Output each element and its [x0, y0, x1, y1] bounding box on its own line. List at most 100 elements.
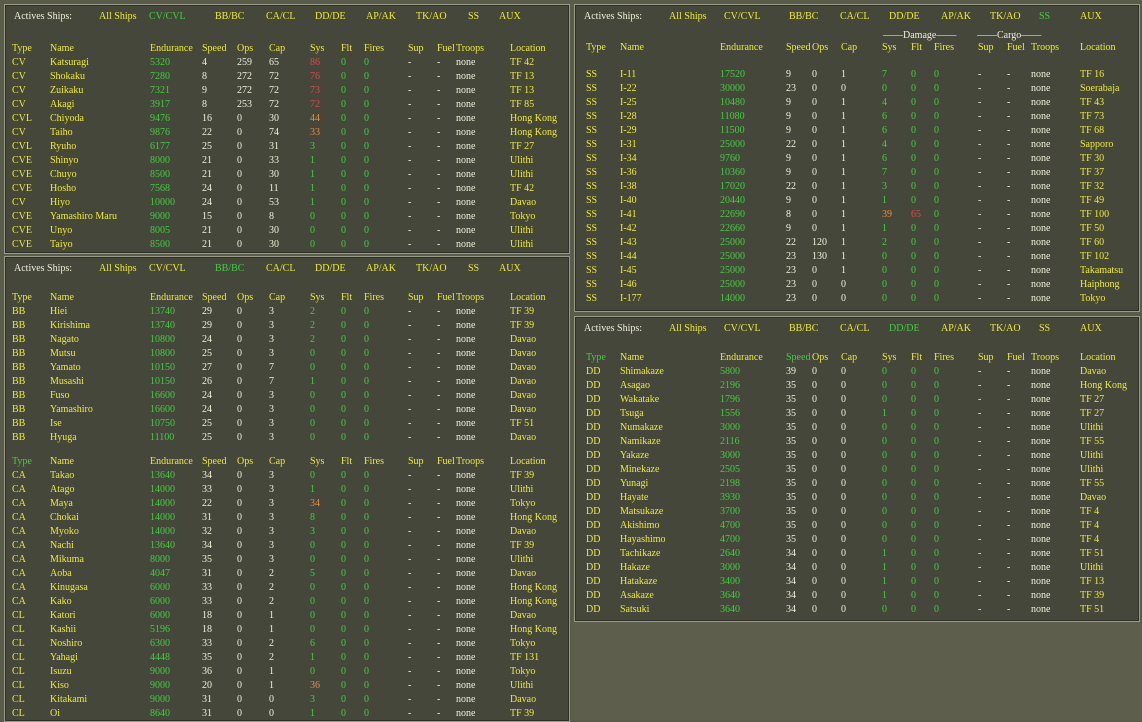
tab-bb-bc[interactable]: BB/BC: [215, 263, 245, 274]
ship-row[interactable]: SS I-46 25000 23 0 0 0 0 0 - - none Haiphong: [575, 279, 1139, 293]
ship-row[interactable]: SS I-22 30000 23 0 0 0 0 0 - - none Soerabaja: [575, 83, 1139, 97]
header-name[interactable]: Name: [50, 456, 74, 467]
ship-row[interactable]: CA Mikuma 8000 35 0 3 0 0 0 - - none Ulithi: [5, 554, 569, 568]
header-sys[interactable]: Sys: [310, 43, 325, 54]
ship-row[interactable]: CV Hiyo 10000 24 0 53 1 0 0 - - none Davao: [5, 197, 569, 211]
tab-cv-cvl[interactable]: CV/CVL: [724, 323, 761, 334]
tab-ap-ak[interactable]: AP/AK: [941, 11, 972, 22]
header-location[interactable]: Location: [1080, 42, 1116, 53]
header-flt[interactable]: Flt: [341, 43, 353, 54]
ship-row[interactable]: BB Hiei 13740 29 0 3 2 0 0 - - none TF 39: [5, 306, 569, 320]
tab-ss[interactable]: SS: [468, 263, 480, 274]
header-endurance[interactable]: Endurance: [150, 292, 193, 303]
ship-row[interactable]: SS I-38 17020 22 0 1 3 0 0 - - none TF 32: [575, 181, 1139, 195]
ship-row[interactable]: CV Taiho 9876 22 0 74 33 0 0 - - none Hong Kong: [5, 127, 569, 141]
ship-row[interactable]: DD Numakaze 3000 35 0 0 0 0 0 - - none Ulithi: [575, 422, 1139, 436]
header-troops[interactable]: Troops: [456, 456, 484, 467]
tab-aux[interactable]: AUX: [1080, 11, 1102, 22]
header-sup[interactable]: Sup: [408, 292, 424, 303]
ship-row[interactable]: CL Kiso 9000 20 0 1 36 0 0 - - none Ulithi: [5, 680, 569, 694]
header-fires[interactable]: Fires: [364, 456, 384, 467]
ship-row[interactable]: BB Fuso 16600 24 0 3 0 0 0 - - none Davao: [5, 390, 569, 404]
tab-all-ships[interactable]: All Ships: [99, 11, 137, 22]
ship-row[interactable]: DD Wakatake 1796 35 0 0 0 0 0 - - none TF 27: [575, 394, 1139, 408]
tab-aux[interactable]: AUX: [1080, 323, 1102, 334]
ship-row[interactable]: DD Asakaze 3640 34 0 0 1 0 0 - - none TF 39: [575, 590, 1139, 604]
header-location[interactable]: Location: [510, 456, 546, 467]
header-type[interactable]: Type: [586, 42, 606, 53]
ship-row[interactable]: SS I-42 22660 9 0 1 1 0 0 - - none TF 50: [575, 223, 1139, 237]
ship-row[interactable]: CL Isuzu 9000 36 0 1 0 0 0 - - none Tokyo: [5, 666, 569, 680]
ship-row[interactable]: CV Shokaku 7280 8 272 72 76 0 0 - - none TF 13: [5, 71, 569, 85]
ship-row[interactable]: CVL Chiyoda 9476 16 0 30 44 0 0 - - none Hong Kong: [5, 113, 569, 127]
tab-tk-ao[interactable]: TK/AO: [990, 323, 1021, 334]
header-fuel[interactable]: Fuel: [437, 456, 455, 467]
header-name[interactable]: Name: [620, 352, 644, 363]
tab-ss[interactable]: SS: [1039, 11, 1051, 22]
header-sup[interactable]: Sup: [408, 43, 424, 54]
header-sys[interactable]: Sys: [310, 456, 325, 467]
ship-row[interactable]: SS I-11 17520 9 0 1 7 0 0 - - none TF 16: [575, 69, 1139, 83]
ship-row[interactable]: CV Katsuragi 5320 4 259 65 86 0 0 - - none TF 42: [5, 57, 569, 71]
ship-row[interactable]: DD Tsuga 1556 35 0 0 1 0 0 - - none TF 27: [575, 408, 1139, 422]
ship-row[interactable]: DD Hayashimo 4700 35 0 0 0 0 0 - - none TF 4: [575, 534, 1139, 548]
tab-aux[interactable]: AUX: [499, 263, 521, 274]
ship-row[interactable]: DD Hakaze 3000 34 0 0 1 0 0 - - none Ulithi: [575, 562, 1139, 576]
header-type[interactable]: Type: [586, 352, 606, 363]
ship-row[interactable]: CVE Chuyo 8500 21 0 30 1 0 0 - - none Ulithi: [5, 169, 569, 183]
ship-row[interactable]: BB Mutsu 10800 25 0 3 0 0 0 - - none Davao: [5, 348, 569, 362]
header-troops[interactable]: Troops: [1031, 352, 1059, 363]
header-location[interactable]: Location: [510, 292, 546, 303]
ship-row[interactable]: DD Hatakaze 3400 34 0 0 1 0 0- - none TF 13: [575, 576, 1139, 590]
tab-dd-de[interactable]: DD/DE: [889, 11, 920, 22]
ship-row[interactable]: CL Noshiro 6300 33 0 2 6 0 0 - - none Tokyo: [5, 638, 569, 652]
ship-row[interactable]: CL Oi 8640 31 0 0 1 0 0 - - none TF 39: [5, 708, 569, 721]
ship-row[interactable]: DD Yakaze 3000 35 0 0 0 0 0 - - none Ulithi: [575, 450, 1139, 464]
header-speed[interactable]: Speed: [786, 42, 811, 53]
header-location[interactable]: Location: [510, 43, 546, 54]
header-sup[interactable]: Sup: [408, 456, 424, 467]
tab-ap-ak[interactable]: AP/AK: [941, 323, 972, 334]
header-fires[interactable]: Fires: [934, 42, 954, 53]
header-ops[interactable]: Ops: [812, 352, 829, 363]
tab-cv-cvl[interactable]: CV/CVL: [149, 11, 186, 22]
ship-row[interactable]: CVL Ryuho 6177 25 0 31 3 0 0 - - none TF 27: [5, 141, 569, 155]
ship-row[interactable]: DD Yunagi 2198 35 0 0 0 0 0 - - none TF 55: [575, 478, 1139, 492]
ship-row[interactable]: DD Tachikaze 2640 34 0 0 1 0 0 - - none TF 51: [575, 548, 1139, 562]
ship-row[interactable]: CL Kashii 5196 18 0 1 0 0 0 - - none Hong Kong: [5, 624, 569, 638]
header-fires[interactable]: Fires: [364, 292, 384, 303]
ship-row[interactable]: DD Shimakaze 5800 39 0 0 0 0 0 - - none Davao: [575, 366, 1139, 380]
tab-ca-cl[interactable]: CA/CL: [840, 11, 870, 22]
header-ops[interactable]: Ops: [237, 43, 254, 54]
tab-dd-de[interactable]: DD/DE: [315, 11, 346, 22]
tab-all-ships[interactable]: All Ships: [99, 263, 137, 274]
ship-row[interactable]: DD Satsuki 3640 34 0 0 0 0 0 - - none TF 51: [575, 604, 1139, 618]
ship-row[interactable]: CL Katori 6000 18 0 1 0 0 0 - - none Davao: [5, 610, 569, 624]
header-endurance[interactable]: Endurance: [150, 43, 193, 54]
tab-bb-bc[interactable]: BB/BC: [215, 11, 245, 22]
ship-row[interactable]: CV Zuikaku 7321 9 272 72 73 0 0 - - none TF 13: [5, 85, 569, 99]
header-flt[interactable]: Flt: [341, 292, 353, 303]
header-sup[interactable]: Sup: [978, 352, 994, 363]
tab-bb-bc[interactable]: BB/BC: [789, 11, 819, 22]
ship-row[interactable]: SS I-40 20440 9 0 1 1 0 0 - - none TF 49: [575, 195, 1139, 209]
ship-row[interactable]: CVE Shinyo 8000 21 0 33 1 0 0 - - none Ulithi: [5, 155, 569, 169]
ship-row[interactable]: CL Yahagi 4448 35 0 2 1 0 0 - - none TF 131: [5, 652, 569, 666]
ship-row[interactable]: CA Atago 14000 33 0 3 1 0 0 - - none Ulithi: [5, 484, 569, 498]
header-cap[interactable]: Cap: [269, 43, 286, 54]
tab-ss[interactable]: SS: [1039, 323, 1051, 334]
tab-bb-bc[interactable]: BB/BC: [789, 323, 819, 334]
tab-dd-de[interactable]: DD/DE: [889, 323, 920, 334]
header-speed[interactable]: Speed: [202, 456, 227, 467]
ship-row[interactable]: DD Minekaze 2505 35 0 0 0 0 0 - - none Ulithi: [575, 464, 1139, 478]
ship-row[interactable]: SS I-28 11080 9 0 1 6 0 0 - - none TF 73: [575, 111, 1139, 125]
header-cap[interactable]: Cap: [269, 292, 286, 303]
header-fires[interactable]: Fires: [364, 43, 384, 54]
header-troops[interactable]: Troops: [456, 292, 484, 303]
header-speed[interactable]: Speed: [202, 43, 227, 54]
ship-row[interactable]: DD Asagao 2196 35 0 0 0 0 0 - - none Hong Kong: [575, 380, 1139, 394]
ship-row[interactable]: CA Kinugasa 6000 33 0 2 0 0 0 - - none Hong Kong: [5, 582, 569, 596]
ship-row[interactable]: CA Kako 6000 33 0 2 0 0 0 - - none Hong Kong: [5, 596, 569, 610]
tab-cv-cvl[interactable]: CV/CVL: [149, 263, 186, 274]
tab-ca-cl[interactable]: CA/CL: [266, 11, 296, 22]
